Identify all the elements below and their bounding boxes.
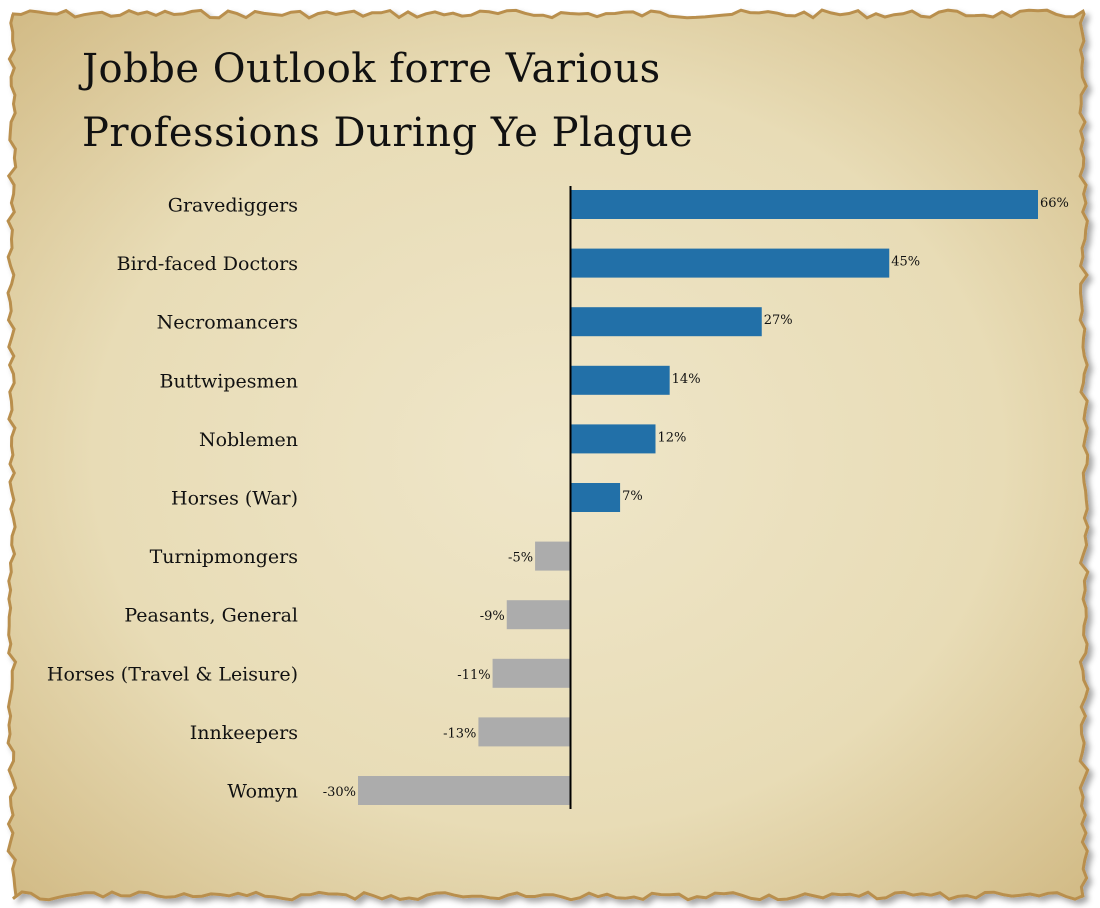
category-label-6: Turnipmongers [150,546,298,568]
bar-8 [492,658,571,688]
category-label-7: Peasants, General [124,605,298,627]
value-label-6: -5% [508,551,533,566]
value-label-5: 7% [622,489,643,504]
bar-1 [570,248,890,278]
bar-10 [358,776,571,805]
bar-9 [478,717,571,747]
bar-0 [570,190,1038,219]
bar-7 [506,600,571,630]
category-label-3: Buttwipesmen [160,370,298,392]
category-labels: Gravediggers Bird-faced Doctors Necromance… [47,195,298,803]
bar-3 [570,365,670,395]
value-labels: 66% 45% 27% 14% 12% 7% -5% -9% -11% -13% -30% [323,196,1069,800]
value-label-10: -30% [323,785,356,800]
category-label-1: Bird-faced Doctors [117,253,298,275]
parchment-sheet [6,8,1090,902]
bar-6 [535,541,571,571]
category-label-5: Horses (War) [171,488,298,510]
value-label-0: 66% [1040,196,1069,211]
bars-layer [358,190,1038,805]
bar-5 [570,483,621,512]
value-label-8: -11% [457,668,490,683]
value-label-3: 14% [672,372,701,387]
value-label-7: -9% [480,609,505,624]
value-label-1: 45% [891,255,920,270]
category-label-10: Womyn [227,781,298,803]
chart-title-line-1: Jobbe Outlook forre Various [82,46,661,92]
category-label-8: Horses (Travel & Leisure) [47,663,298,685]
category-label-0: Gravediggers [168,195,298,217]
category-label-4: Noblemen [199,429,298,451]
chart-title-line-2: Professions During Ye Plague [82,110,694,156]
category-label-9: Innkeepers [190,722,298,744]
bar-4 [570,424,656,454]
bar-2 [570,307,762,337]
value-label-9: -13% [443,726,476,741]
category-label-2: Necromancers [157,312,298,334]
value-label-4: 12% [658,430,687,445]
value-label-2: 27% [764,313,793,328]
